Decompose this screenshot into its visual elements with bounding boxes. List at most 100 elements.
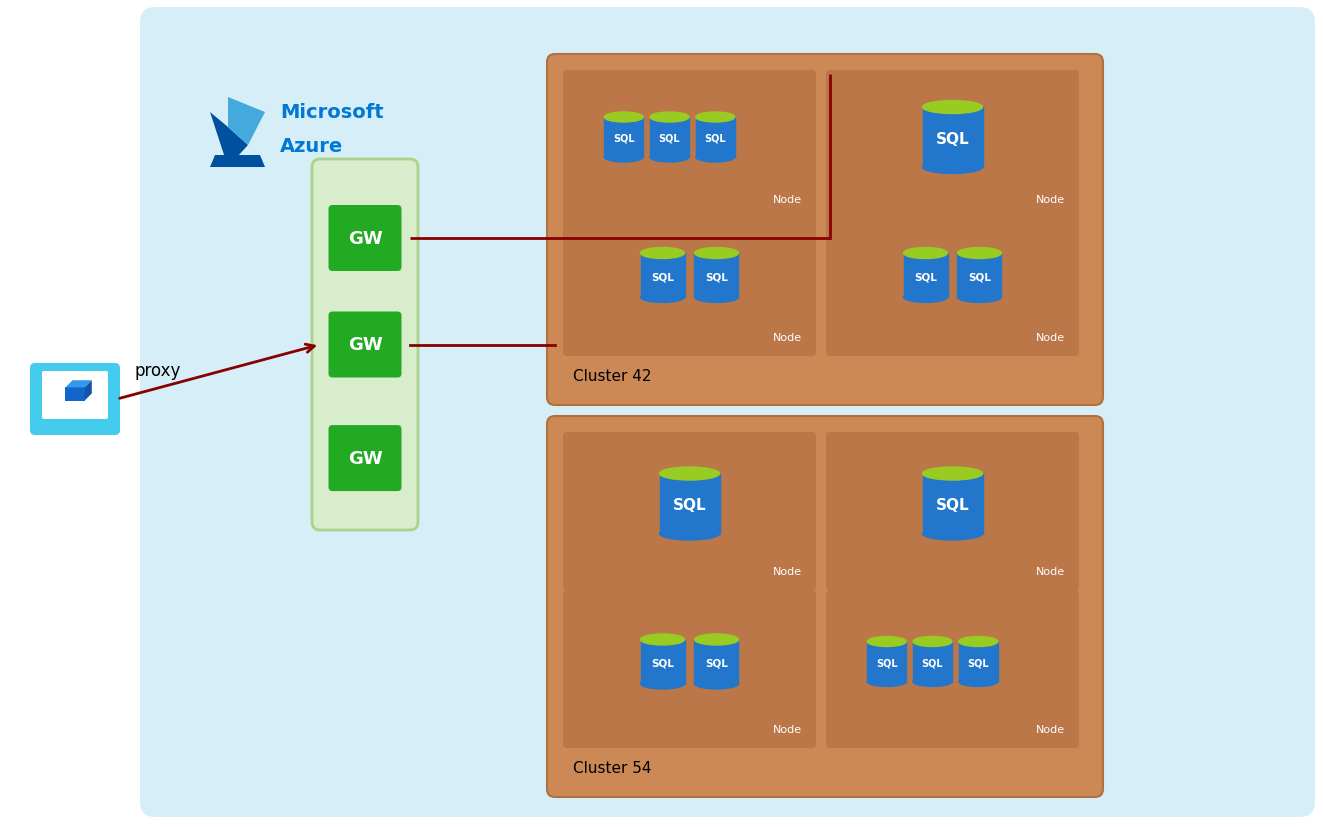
Bar [640,254,684,298]
Bar [922,474,983,534]
FancyBboxPatch shape [328,312,401,378]
Bar [650,118,689,158]
Text: Cluster 54: Cluster 54 [573,760,651,775]
Ellipse shape [695,678,738,689]
FancyBboxPatch shape [42,371,108,419]
Ellipse shape [913,676,953,686]
Text: Node: Node [1036,724,1065,734]
Ellipse shape [922,528,983,540]
Text: Node: Node [773,724,802,734]
Text: SQL: SQL [935,131,970,146]
Bar [913,642,953,681]
Text: Node: Node [773,195,802,205]
Text: Node: Node [1036,332,1065,342]
Bar [695,640,738,684]
Ellipse shape [868,637,906,647]
Ellipse shape [696,112,734,123]
Text: Node: Node [773,566,802,576]
Bar [640,640,684,684]
Text: SQL: SQL [876,657,897,667]
Ellipse shape [868,676,906,686]
Text: Cluster 42: Cluster 42 [573,369,651,384]
Ellipse shape [605,112,643,123]
FancyBboxPatch shape [564,208,816,356]
Text: Node: Node [1036,195,1065,205]
Ellipse shape [640,678,684,689]
Text: SQL: SQL [922,657,943,667]
Bar [69,408,81,425]
Ellipse shape [922,467,983,480]
Bar [53,422,97,428]
FancyBboxPatch shape [312,160,418,530]
Text: proxy: proxy [135,361,181,380]
Bar [959,642,998,681]
Text: Azure: Azure [280,136,343,155]
Bar [605,118,643,158]
Ellipse shape [659,467,720,480]
Text: SQL: SQL [659,134,680,144]
Ellipse shape [958,292,1002,304]
Polygon shape [85,380,91,401]
Text: SQL: SQL [704,134,726,144]
Ellipse shape [640,248,684,259]
Ellipse shape [695,634,738,645]
Ellipse shape [959,637,998,647]
FancyBboxPatch shape [564,433,816,590]
FancyBboxPatch shape [546,55,1103,405]
Ellipse shape [904,248,947,259]
FancyBboxPatch shape [140,8,1315,817]
FancyBboxPatch shape [564,71,816,218]
Ellipse shape [959,676,998,686]
Text: GW: GW [348,336,382,354]
FancyBboxPatch shape [826,433,1080,590]
Ellipse shape [922,161,983,174]
Text: SQL: SQL [935,498,970,513]
Ellipse shape [696,153,734,163]
FancyBboxPatch shape [546,417,1103,797]
Text: SQL: SQL [914,272,937,282]
Bar [696,118,734,158]
FancyBboxPatch shape [328,426,401,491]
Text: SQL: SQL [705,272,728,282]
Ellipse shape [958,248,1002,259]
FancyBboxPatch shape [826,208,1080,356]
Polygon shape [65,388,85,401]
Text: SQL: SQL [613,134,635,144]
Text: SQL: SQL [651,272,673,282]
FancyBboxPatch shape [564,590,816,748]
Bar [868,642,906,681]
FancyBboxPatch shape [826,71,1080,218]
Ellipse shape [605,153,643,163]
Polygon shape [65,380,91,388]
Polygon shape [210,155,265,168]
Text: SQL: SQL [705,657,728,667]
Ellipse shape [640,634,684,645]
Polygon shape [210,112,247,168]
Bar [904,254,947,298]
Ellipse shape [650,112,689,123]
Text: SQL: SQL [651,657,673,667]
Ellipse shape [904,292,947,304]
Text: Node: Node [1036,566,1065,576]
Text: SQL: SQL [672,498,706,513]
Ellipse shape [695,248,738,259]
Ellipse shape [659,528,720,540]
FancyBboxPatch shape [826,590,1080,748]
Ellipse shape [695,292,738,304]
Text: GW: GW [348,230,382,248]
Text: Node: Node [773,332,802,342]
Text: Microsoft: Microsoft [280,103,384,122]
Ellipse shape [640,292,684,304]
Bar [922,108,983,168]
Ellipse shape [650,153,689,163]
Bar [958,254,1002,298]
Bar [695,254,738,298]
Bar [659,474,720,534]
FancyBboxPatch shape [328,206,401,272]
Ellipse shape [913,637,953,647]
Ellipse shape [922,102,983,114]
Text: GW: GW [348,450,382,467]
FancyBboxPatch shape [30,364,120,436]
Text: SQL: SQL [967,657,990,667]
Text: SQL: SQL [968,272,991,282]
